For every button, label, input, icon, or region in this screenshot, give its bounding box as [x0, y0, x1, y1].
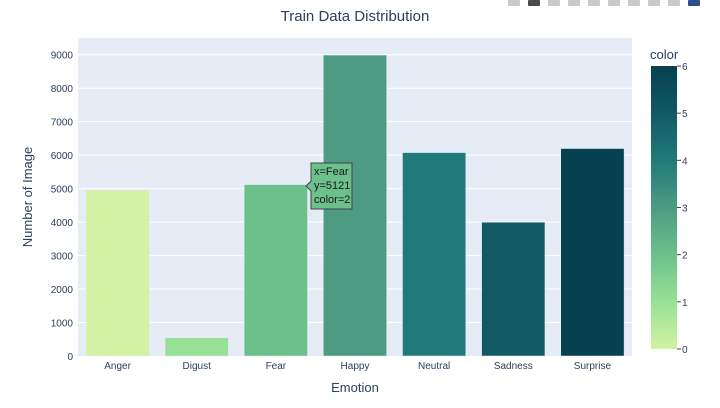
bar-sadness[interactable]	[481, 222, 546, 357]
colorbar-ticks: 0 1 2 3 4 5 6	[677, 62, 688, 356]
colorbar-tick-label: 1	[682, 298, 688, 309]
colorbar-tick-label: 3	[682, 204, 688, 215]
colorbar-tick-label: 0	[682, 345, 688, 356]
y-tick-label: 3000	[51, 252, 74, 263]
bar-neutral[interactable]	[402, 152, 467, 357]
y-tick-label: 8000	[51, 84, 74, 95]
tooltip-line-y: y=5121	[314, 180, 350, 192]
y-tick-label: 7000	[51, 118, 74, 129]
x-tick-label: Neutral	[418, 361, 450, 372]
y-tick-labels: 0 1000 2000 3000 4000 5000 6000 7000 8000 9000	[51, 51, 74, 363]
x-tick-label: Anger	[104, 361, 131, 372]
plotly-logo-icon[interactable]	[688, 0, 700, 6]
y-tick-label: 5000	[51, 185, 74, 196]
bars	[85, 54, 625, 357]
tooltip-line-color: color=2	[314, 194, 350, 206]
bar-surprise[interactable]	[560, 148, 625, 357]
x-tick-label: Surprise	[574, 361, 612, 372]
y-tick-label: 1000	[51, 319, 74, 330]
y-axis-label: Number of Image	[20, 147, 35, 247]
colorbar-tick-label: 6	[682, 62, 688, 73]
tooltip-box	[305, 162, 353, 210]
pan-icon[interactable]	[548, 0, 560, 6]
box-select-icon[interactable]	[568, 0, 580, 6]
x-tick-labels: Anger Digust Fear Happy Neutral Sadness Surpri…	[104, 361, 611, 372]
colorbar-tick-label: 5	[682, 109, 688, 120]
reset-axes-icon[interactable]	[668, 0, 680, 6]
zoom-icon[interactable]	[528, 0, 540, 6]
tooltip-line-x: x=Fear	[314, 166, 349, 178]
colorbar-tick-label: 4	[682, 156, 688, 167]
x-tick-label: Digust	[183, 361, 212, 372]
x-axis-label: Emotion	[331, 380, 379, 395]
x-tick-label: Happy	[341, 361, 370, 372]
zoom-out-icon[interactable]	[628, 0, 640, 6]
chart-title: Train Data Distribution	[281, 8, 430, 25]
bar-fear[interactable]	[243, 184, 308, 357]
bar-digust[interactable]	[164, 337, 229, 357]
y-tick-label: 9000	[51, 51, 74, 62]
colorbar-title: color	[650, 47, 679, 62]
autoscale-icon[interactable]	[648, 0, 660, 6]
zoom-in-icon[interactable]	[608, 0, 620, 6]
y-tick-label: 6000	[51, 151, 74, 162]
colorbar-tick-label: 2	[682, 251, 688, 262]
modebar	[508, 0, 700, 8]
y-tick-label: 0	[67, 352, 73, 363]
bar-anger[interactable]	[85, 189, 150, 357]
hover-tooltip: x=Fear y=5121 color=2	[305, 162, 353, 210]
x-tick-label: Sadness	[494, 361, 533, 372]
y-tick-label: 4000	[51, 218, 74, 229]
lasso-select-icon[interactable]	[588, 0, 600, 6]
colorbar	[651, 66, 677, 349]
camera-icon[interactable]	[508, 0, 520, 6]
x-tick-label: Fear	[266, 361, 287, 372]
y-tick-label: 2000	[51, 285, 74, 296]
